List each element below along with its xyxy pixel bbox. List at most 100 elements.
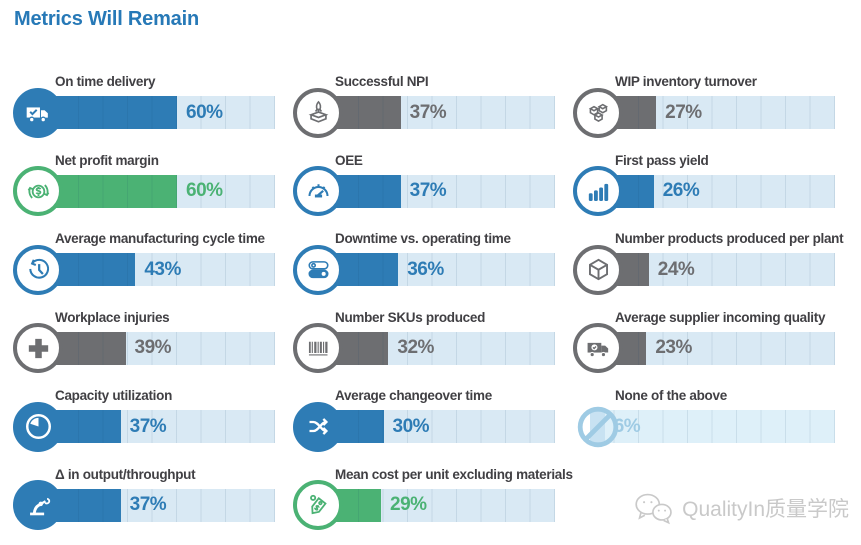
metric-bar-row: 36% [293,244,555,295]
barcode-icon [308,341,327,355]
metric-value: 27% [665,101,702,123]
metric-bar-track: 23% [590,331,835,365]
metric-item: Average manufacturing cycle time 43% [13,231,275,295]
metric-label: Number SKUs produced [335,309,486,325]
metric-icon-badge [573,244,623,295]
medical-cross-icon [28,338,48,358]
robot-arm-icon [29,497,50,515]
metric-item: WIP inventory turnover 27% [573,74,835,138]
metric-item: OEE 37% [293,153,555,216]
metrics-grid: On time delivery 60% Net profit margin 6… [13,74,844,545]
metric-bar-row: 37% [293,166,555,216]
metric-bar-track: 37% [30,488,275,522]
metric-item: Number SKUs produced 32% [293,309,555,373]
metric-label: Workplace injuries [55,309,170,325]
metric-bar-row: 37% [13,480,275,530]
metric-bar-track: 37% [30,410,275,443]
metric-value: 32% [397,337,434,358]
watermark-label: QualityIn质量学院 [682,498,849,521]
metric-bar-track: 24% [590,253,835,286]
price-tag-icon [309,494,327,514]
toggle-switches-icon [307,261,329,279]
metric-icon-badge [293,480,343,530]
metric-label: Downtime vs. operating time [335,231,511,246]
metric-value: 29% [390,494,427,515]
metric-bar-row: 30% [293,401,555,452]
metric-value: 36% [407,258,444,280]
metrics-column-1: On time delivery 60% Net profit margin 6… [13,74,275,545]
metric-value: 24% [657,258,695,280]
metric-icon-badge [573,166,623,216]
cube-icon [588,258,608,281]
metric-value: 39% [134,337,172,358]
metric-value: 37% [409,101,447,123]
metric-icon-badge [13,244,63,295]
watermark: QualityIn质量学院 [632,491,849,525]
metric-value: 60% [186,101,223,123]
metric-icon-badge [13,87,63,138]
metric-value: 37% [409,180,447,201]
metric-item: First pass yield 26% [573,152,835,216]
metric-item: Successful NPI 37% [293,74,555,138]
metric-item: None of the above 6% [577,388,835,447]
metric-bar-row: 60% [13,166,275,216]
metric-icon-badge [573,87,623,138]
metric-icon-badge [573,323,623,373]
metric-icon-badge [573,402,623,452]
metric-value: 23% [655,337,692,358]
metric-item: Number products produced per plant 24% [573,231,844,295]
metric-label: Mean cost per unit excluding materials [335,466,573,482]
cycle-time-clock-icon [28,258,49,279]
metric-bar-track: 43% [30,253,275,286]
page-title: Metrics Will Remain [14,8,199,30]
metric-icon-badge [13,480,63,530]
metric-bar-row: 24% [573,244,835,295]
metric-item: Average changeover time 30% [293,388,555,452]
metric-icon-badge [13,166,63,216]
metric-value: 26% [662,180,700,201]
metric-label: Successful NPI [335,74,429,89]
metric-value: 60% [186,180,223,201]
metric-bar-track: 32% [310,331,555,365]
delivery-truck-check-icon [26,107,48,123]
quality-truck-icon [587,342,608,357]
rocket-launch-box-icon [308,100,328,123]
metric-label: None of the above [615,388,727,403]
metric-bar-track: 39% [30,331,275,365]
metric-label: Number products produced per plant [615,231,844,246]
metric-bar-track: 60% [30,174,275,208]
metric-label: Average manufacturing cycle time [55,231,265,246]
metric-bar-row: 29% [293,480,555,530]
metric-icon-badge [293,401,343,452]
metric-bar-track: 27% [590,96,835,129]
metric-label: Capacity utilization [55,388,173,403]
dollar-cycle-icon [27,183,49,199]
metric-item: Average supplier incoming quality 23% [573,309,835,373]
metric-bar-row: 6% [577,406,835,447]
metric-item: Downtime vs. operating time 36% [293,231,555,295]
metric-value: 37% [129,415,167,437]
metric-bar-track: 6% [590,410,835,443]
metric-bar-track: 37% [310,96,555,129]
metric-icon-badge [293,166,343,216]
metric-icon-badge [293,323,343,373]
metric-value: 6% [613,415,641,437]
ban-icon [577,406,619,447]
shuffle-arrows-icon [309,418,328,435]
metric-item: Net profit margin 60% [13,153,275,216]
metric-icon-badge [293,244,343,295]
gauge-icon [307,183,329,197]
bar-chart-icon [588,183,608,201]
metric-item: Δ in output/throughput 37% [13,467,275,530]
metric-label: Average supplier incoming quality [615,309,826,325]
metric-bar-row: 39% [13,323,275,373]
metric-label: WIP inventory turnover [615,74,757,89]
pie-gauge-icon [25,414,51,439]
metric-bar-track: 26% [590,174,835,208]
metric-bar-row: 60% [13,87,275,138]
metric-bar-track: 29% [310,488,555,522]
metric-bar-row: 43% [13,244,275,295]
metric-label: Average changeover time [335,388,492,403]
metric-value: 30% [392,415,430,437]
metric-label: First pass yield [615,152,709,168]
